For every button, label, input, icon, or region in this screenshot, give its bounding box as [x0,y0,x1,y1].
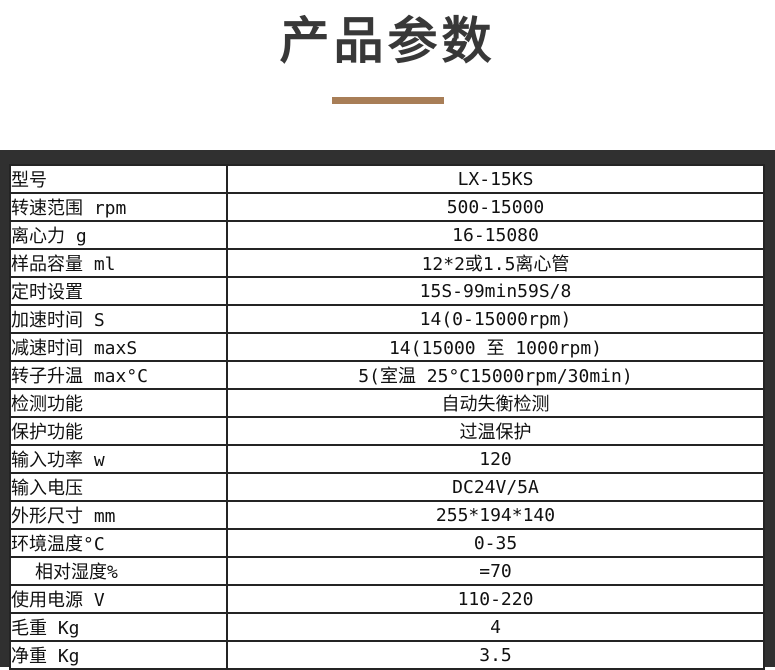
spec-value: 4 [226,612,765,642]
spec-row: 减速时间 maxS 14(15000 至 1000rpm) [9,332,765,362]
spec-table-panel: 型号 LX-15KS 转速范围 rpm 500-15000 离心力 g 16-15080 样… [0,150,775,670]
spec-value: =70 [226,556,765,586]
page-title: 产品参数 [279,12,496,70]
spec-value: 14(15000 至 1000rpm) [226,332,765,362]
spec-row: 检测功能 自动失衡检测 [9,388,765,418]
spec-label: 定时设置 [9,276,228,306]
spec-label: 转子升温 max°C [9,360,228,390]
spec-value: 14(0-15000rpm) [226,304,765,334]
spec-value: 110-220 [226,584,765,614]
spec-value: LX-15KS [226,164,765,194]
spec-row: 输入功率 w 120 [9,444,765,474]
spec-value: 5(室温 25°C15000rpm/30min) [226,360,765,390]
spec-row: 转速范围 rpm 500-15000 [9,192,765,222]
spec-row: 环境温度°C 0-35 [9,528,765,558]
spec-row: 外形尺寸 mm 255*194*140 [9,500,765,530]
spec-value: 16-15080 [226,220,765,250]
spec-value: 0-35 [226,528,765,558]
spec-row: 净重 Kg 3.5 [9,640,765,670]
spec-value: 自动失衡检测 [226,388,765,418]
spec-label: 环境温度°C [9,528,228,558]
spec-label: 相对湿度% [9,556,228,586]
spec-row: 输入电压 DC24V/5A [9,472,765,502]
spec-label: 转速范围 rpm [9,192,228,222]
spec-row: 加速时间 S 14(0-15000rpm) [9,304,765,334]
spec-value: 120 [226,444,765,474]
spec-value: 15S-99min59S/8 [226,276,765,306]
spec-row: 使用电源 V 110-220 [9,584,765,614]
spec-label: 保护功能 [9,416,228,446]
spec-label: 外形尺寸 mm [9,500,228,530]
spec-label: 净重 Kg [9,640,228,670]
spec-value: DC24V/5A [226,472,765,502]
spec-label: 离心力 g [9,220,228,250]
spec-row: 毛重 Kg 4 [9,612,765,642]
spec-value: 3.5 [226,640,765,670]
spec-value: 255*194*140 [226,500,765,530]
spec-table: 型号 LX-15KS 转速范围 rpm 500-15000 离心力 g 16-15080 样… [9,164,765,670]
spec-label: 输入功率 w [9,444,228,474]
spec-row: 相对湿度% =70 [9,556,765,586]
spec-label: 减速时间 maxS [9,332,228,362]
spec-label: 输入电压 [9,472,228,502]
spec-label: 型号 [9,164,228,194]
spec-row: 保护功能 过温保护 [9,416,765,446]
spec-table-body: 型号 LX-15KS 转速范围 rpm 500-15000 离心力 g 16-15080 样… [9,164,765,670]
spec-label: 加速时间 S [9,304,228,334]
spec-row: 样品容量 ml 12*2或1.5离心管 [9,248,765,278]
spec-row: 转子升温 max°C 5(室温 25°C15000rpm/30min) [9,360,765,390]
spec-row: 定时设置 15S-99min59S/8 [9,276,765,306]
spec-row: 型号 LX-15KS [9,164,765,194]
spec-value: 过温保护 [226,416,765,446]
spec-label: 检测功能 [9,388,228,418]
spec-label: 样品容量 ml [9,248,228,278]
spec-label: 使用电源 V [9,584,228,614]
spec-label: 毛重 Kg [9,612,228,642]
header: 产品参数 [0,0,775,104]
spec-row: 离心力 g 16-15080 [9,220,765,250]
title-divider [331,97,444,104]
spec-value: 500-15000 [226,192,765,222]
spec-value: 12*2或1.5离心管 [226,248,765,278]
